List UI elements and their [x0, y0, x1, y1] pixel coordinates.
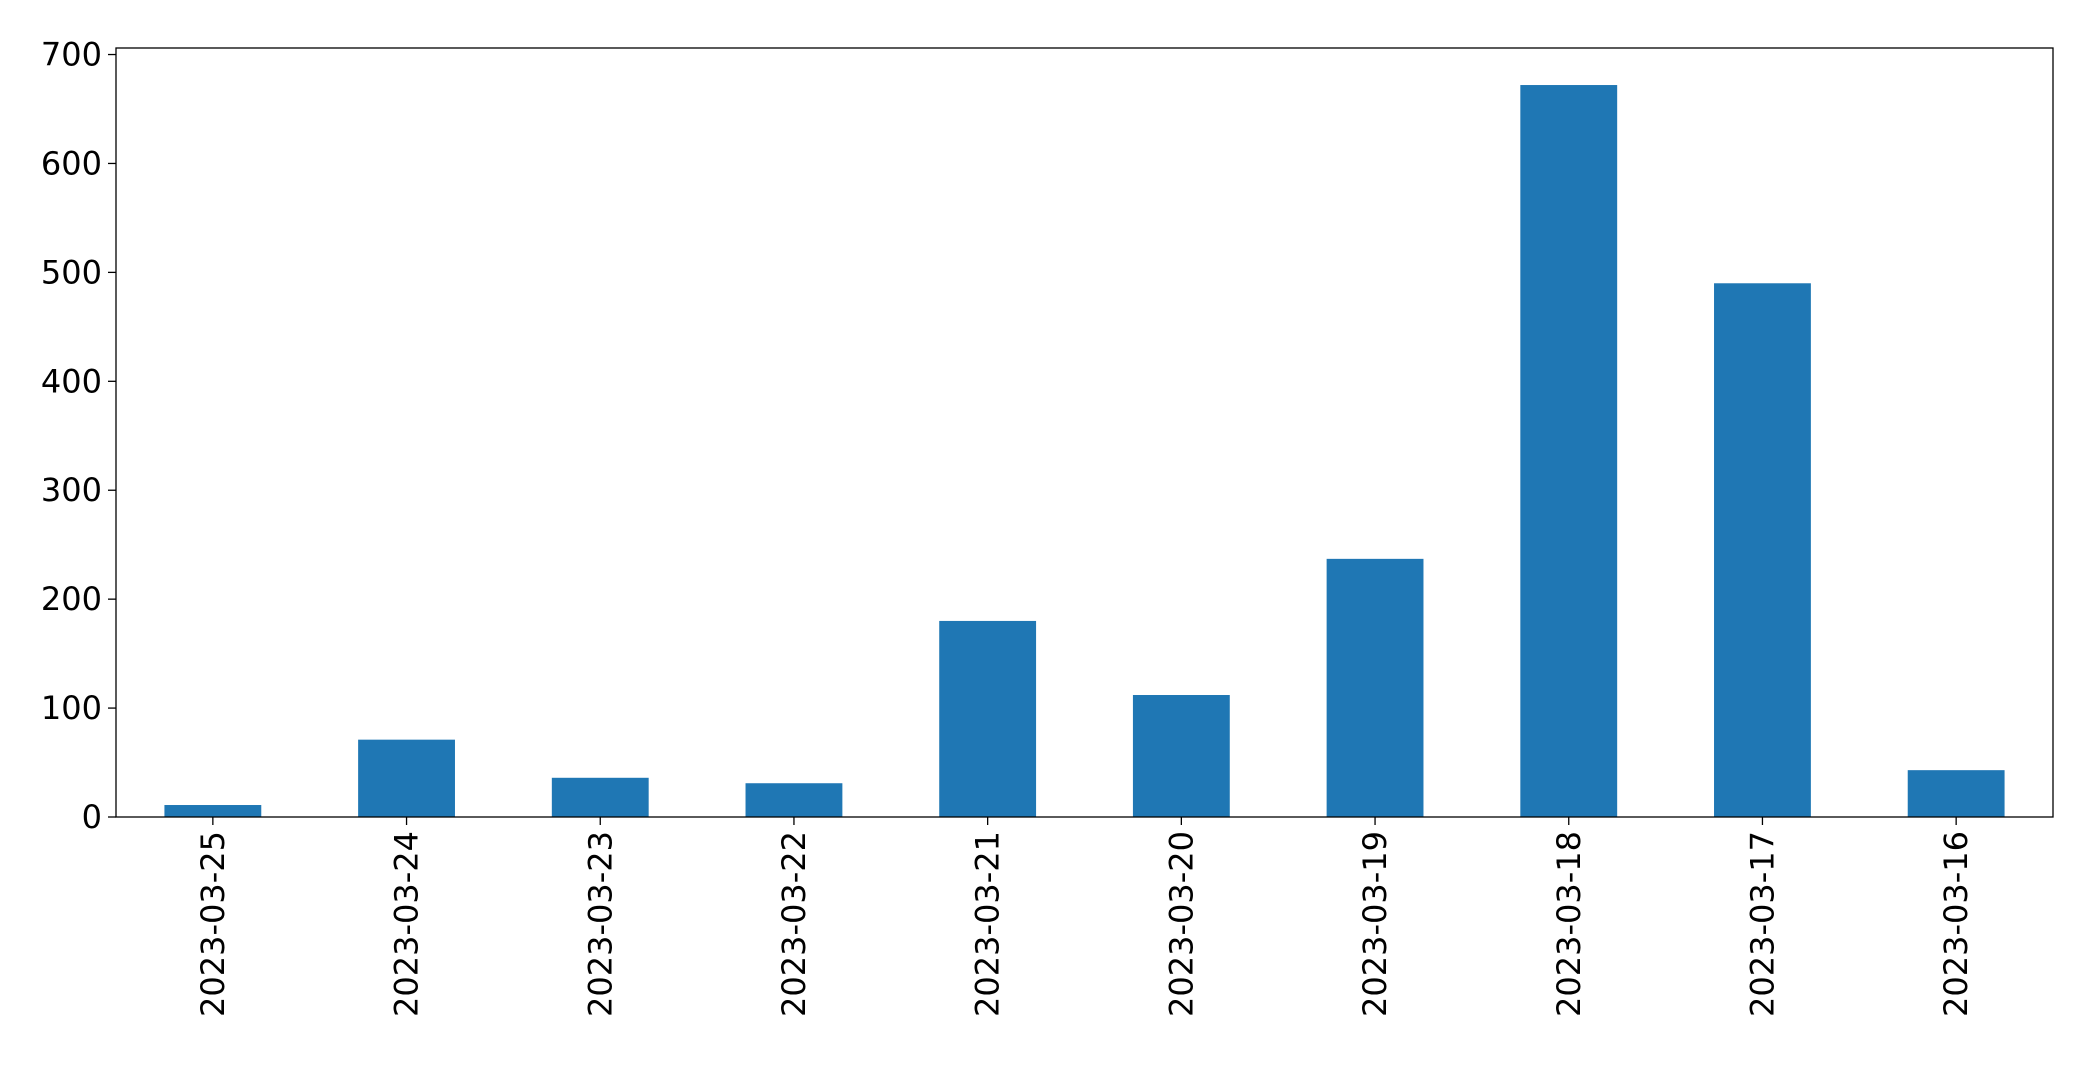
x-tick-label: 2023-03-21 [969, 831, 1007, 1017]
bar [939, 620, 1037, 817]
bar [1907, 770, 2005, 817]
x-tick-label: 2023-03-19 [1356, 831, 1394, 1017]
bar [1520, 85, 1618, 817]
y-tick-label: 400 [41, 362, 102, 400]
y-tick-label: 0 [82, 798, 102, 836]
x-tick-label: 2023-03-20 [1162, 831, 1200, 1017]
bar [1326, 558, 1424, 817]
bar [164, 805, 262, 817]
x-tick-label: 2023-03-16 [1937, 831, 1975, 1017]
bar [358, 739, 455, 817]
bar [1714, 283, 1811, 817]
bar [1132, 695, 1230, 817]
y-tick-label: 200 [41, 580, 102, 618]
plot-frame [115, 47, 2054, 818]
bar [551, 777, 649, 817]
y-tick-label: 300 [41, 471, 102, 509]
y-tick-label: 700 [41, 36, 102, 74]
bar [745, 783, 843, 817]
y-tick-label: 600 [41, 144, 102, 182]
x-tick-label: 2023-03-18 [1550, 831, 1588, 1017]
x-tick-label: 2023-03-23 [581, 831, 619, 1017]
x-tick-label: 2023-03-17 [1743, 831, 1781, 1017]
x-tick-label: 2023-03-24 [388, 831, 426, 1017]
y-tick-label: 500 [41, 253, 102, 291]
x-tick-label: 2023-03-22 [775, 831, 813, 1017]
y-tick-label: 100 [41, 689, 102, 727]
x-tick-label: 2023-03-25 [194, 831, 232, 1017]
